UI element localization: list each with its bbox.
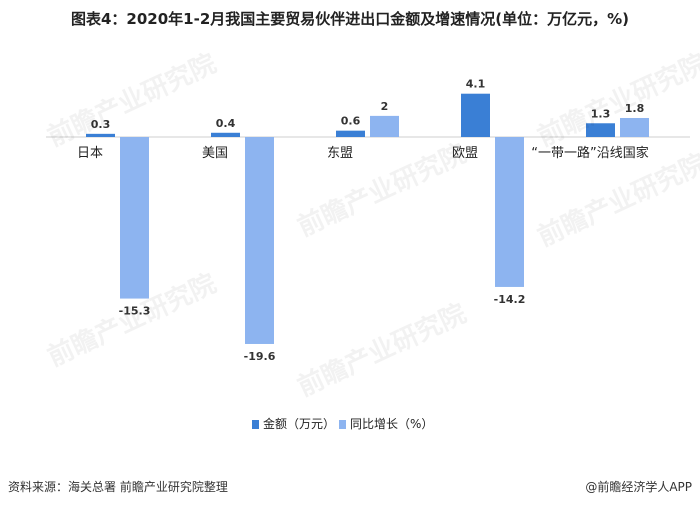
data-label: 1.8 bbox=[625, 102, 645, 115]
brand-credit: @前瞻经济学人APP bbox=[585, 480, 692, 494]
legend-label: 同比增长（%） bbox=[350, 417, 433, 431]
data-label: 0.4 bbox=[216, 117, 236, 130]
source-note: 资料来源：海关总署 前瞻产业研究院整理 bbox=[8, 480, 228, 494]
bar-amount bbox=[211, 132, 240, 137]
bar-growth bbox=[495, 137, 524, 287]
data-label: 0.3 bbox=[91, 118, 111, 131]
legend-swatch bbox=[339, 420, 346, 429]
data-label: 0.6 bbox=[341, 115, 361, 128]
bar-amount bbox=[86, 133, 115, 137]
legend-swatch bbox=[252, 420, 259, 429]
bar-growth bbox=[370, 115, 399, 137]
data-label: 4.1 bbox=[466, 78, 486, 91]
bar-growth bbox=[120, 137, 149, 299]
data-label: -19.6 bbox=[244, 350, 276, 363]
data-label: -14.2 bbox=[494, 293, 526, 306]
category-label: 东盟 bbox=[327, 146, 353, 161]
bar-chart: 0.3 -15.3 日本 0.4 -19.6 美国 0.6 2 东盟 4.1 -14.2 欧盟 1.3 1… bbox=[46, 78, 690, 431]
chart-title: 图表4：2020年1-2月我国主要贸易伙伴进出口金额及增速情况(单位：万亿元，%… bbox=[70, 10, 630, 28]
category-label: “一带一路”沿线国家 bbox=[531, 145, 648, 161]
bar-amount bbox=[461, 93, 490, 137]
data-label: 2 bbox=[381, 100, 389, 113]
data-label: -15.3 bbox=[119, 305, 151, 318]
data-label: 1.3 bbox=[591, 107, 611, 120]
bar-growth bbox=[620, 117, 649, 137]
bar-growth bbox=[245, 137, 274, 344]
category-label: 日本 bbox=[77, 146, 103, 161]
legend-label: 金额（万元） bbox=[263, 416, 335, 431]
category-label: 欧盟 bbox=[452, 146, 478, 161]
bar-amount bbox=[586, 123, 615, 137]
category-label: 美国 bbox=[202, 146, 228, 161]
bar-amount bbox=[336, 130, 365, 137]
